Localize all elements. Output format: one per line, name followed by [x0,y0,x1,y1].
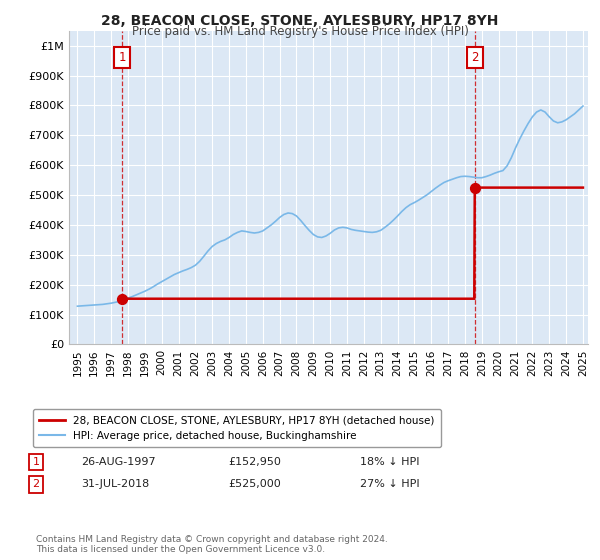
Legend: 28, BEACON CLOSE, STONE, AYLESBURY, HP17 8YH (detached house), HPI: Average pric: 28, BEACON CLOSE, STONE, AYLESBURY, HP17… [32,409,441,447]
Text: £525,000: £525,000 [228,479,281,489]
Text: Price paid vs. HM Land Registry's House Price Index (HPI): Price paid vs. HM Land Registry's House … [131,25,469,38]
Text: 27% ↓ HPI: 27% ↓ HPI [360,479,419,489]
Text: £152,950: £152,950 [228,457,281,467]
Text: 2: 2 [471,51,479,64]
Point [470,183,479,192]
Text: 31-JUL-2018: 31-JUL-2018 [81,479,149,489]
Text: 26-AUG-1997: 26-AUG-1997 [81,457,155,467]
Text: 2: 2 [32,479,40,489]
Text: 18% ↓ HPI: 18% ↓ HPI [360,457,419,467]
Text: 28, BEACON CLOSE, STONE, AYLESBURY, HP17 8YH: 28, BEACON CLOSE, STONE, AYLESBURY, HP17… [101,14,499,28]
Text: 1: 1 [32,457,40,467]
Text: 1: 1 [118,51,126,64]
Point [117,294,127,303]
Text: Contains HM Land Registry data © Crown copyright and database right 2024.
This d: Contains HM Land Registry data © Crown c… [36,535,388,554]
